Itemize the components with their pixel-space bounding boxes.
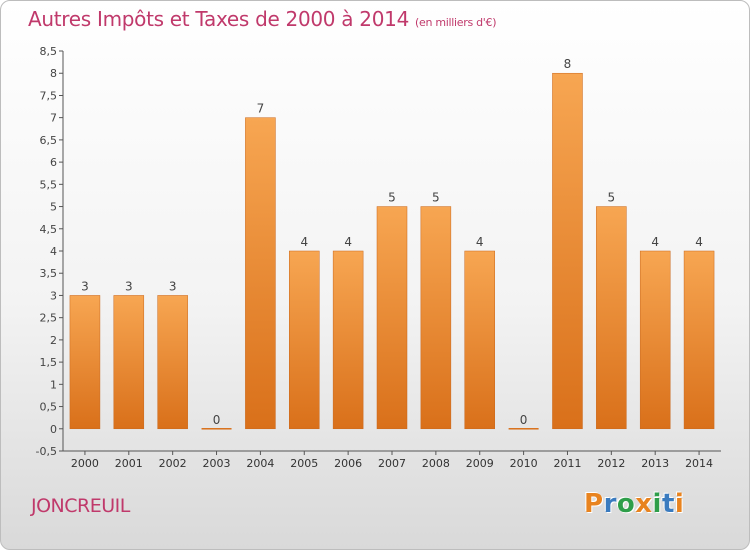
axes: -0,5 0 0,5 1 1,5 2 2,5 3 3,5 4 4,5 5 5,5 6 6,5 7 7,5 8 8,5… [36, 45, 721, 470]
x-tick-label-2014: 2014 [685, 457, 713, 470]
y-tick-label: 1,5 [40, 356, 58, 369]
y-tick-label: 3,5 [40, 267, 58, 280]
bar-2009 [464, 250, 495, 430]
x-tick-label-2005: 2005 [290, 457, 318, 470]
data-label-2002: 3 [169, 279, 177, 293]
chart-subtitle: (en milliers d'€) [415, 16, 497, 29]
y-tick-label: 7,5 [40, 89, 58, 102]
y-tick-label: 2,5 [40, 312, 58, 325]
data-label-2001: 3 [125, 279, 133, 293]
x-tick-label-2002: 2002 [159, 457, 187, 470]
bar-2010 [508, 428, 539, 430]
y-tick-label: 8 [50, 67, 57, 80]
y-tick-label: 8,5 [40, 45, 58, 58]
bar-2008 [420, 206, 452, 430]
data-label-2004: 7 [257, 102, 265, 116]
x-tick-label-2006: 2006 [334, 457, 362, 470]
data-label-2006: 4 [344, 235, 352, 249]
data-label-2007: 5 [388, 191, 396, 205]
y-tick-label: 1 [50, 378, 57, 391]
x-tick-label-2008: 2008 [422, 457, 450, 470]
bars [69, 72, 715, 430]
bar-2011 [552, 72, 583, 430]
y-tick-label: 0,5 [40, 401, 58, 414]
y-tick-label: 7 [50, 112, 57, 125]
data-label-2014: 4 [695, 235, 703, 249]
y-tick-label: 2 [50, 334, 57, 347]
data-label-2000: 3 [81, 279, 89, 293]
brand-letter: r [603, 489, 617, 519]
x-tick-label-2011: 2011 [553, 457, 581, 470]
x-tick-label-2003: 2003 [203, 457, 231, 470]
data-label-2009: 4 [476, 235, 484, 249]
brand-letter: t [661, 489, 675, 519]
chart-title: Autres Impôts et Taxes de 2000 à 2014 (en… [28, 7, 496, 31]
brand-letter: o [616, 489, 636, 519]
brand-letter: i [652, 489, 662, 519]
bar-2001 [113, 295, 145, 430]
y-tick-label: 6,5 [40, 134, 58, 147]
brand-letter: P [584, 489, 604, 519]
y-tick-label: 0 [50, 423, 57, 436]
title-text: Autres Impôts et Taxes de 2000 à 2014 [28, 7, 409, 31]
x-tick-label-2001: 2001 [115, 457, 143, 470]
data-label-2005: 4 [300, 235, 308, 249]
bar-2007 [376, 206, 408, 430]
data-label-2011: 8 [564, 57, 572, 71]
x-tick-label-2004: 2004 [246, 457, 274, 470]
proxiti-logo[interactable]: Proxiti [584, 489, 684, 519]
bar-2005 [289, 250, 320, 430]
bar-2004 [245, 117, 276, 430]
data-label-2008: 5 [432, 191, 440, 205]
bar-2002 [157, 295, 188, 430]
bar-2006 [332, 250, 364, 430]
x-tick-label-2007: 2007 [378, 457, 406, 470]
y-tick-label: 4,5 [40, 223, 58, 236]
data-label-2012: 5 [608, 191, 616, 205]
bar-2000 [69, 295, 101, 430]
x-tick-label-2000: 2000 [71, 457, 99, 470]
y-tick-label: 3 [50, 289, 57, 302]
x-tick-label-2010: 2010 [510, 457, 538, 470]
y-tick-label: 5,5 [40, 178, 58, 191]
data-label-2010: 0 [520, 413, 528, 427]
y-tick-label: 5 [50, 201, 57, 214]
brand-letter: x [635, 489, 653, 519]
brand-letter: i [674, 489, 685, 519]
data-label-2003: 0 [213, 413, 221, 427]
data-label-2013: 4 [651, 235, 659, 249]
y-tick-label: 4 [50, 245, 57, 258]
x-tick-label-2013: 2013 [641, 457, 669, 470]
bar-2003 [201, 428, 232, 430]
x-tick-label-2009: 2009 [466, 457, 494, 470]
y-tick-label: 6 [50, 156, 57, 169]
data-labels: 3 3 3 0 7 4 4 5 5 4 0 8 5 4 4 [81, 57, 703, 427]
bar-2014 [683, 250, 715, 430]
bar-2013 [639, 250, 671, 430]
commune-name: JONCREUIL [31, 495, 130, 517]
y-tick-label: -0,5 [36, 445, 57, 458]
bar-2012 [596, 206, 627, 430]
x-tick-label-2012: 2012 [597, 457, 625, 470]
